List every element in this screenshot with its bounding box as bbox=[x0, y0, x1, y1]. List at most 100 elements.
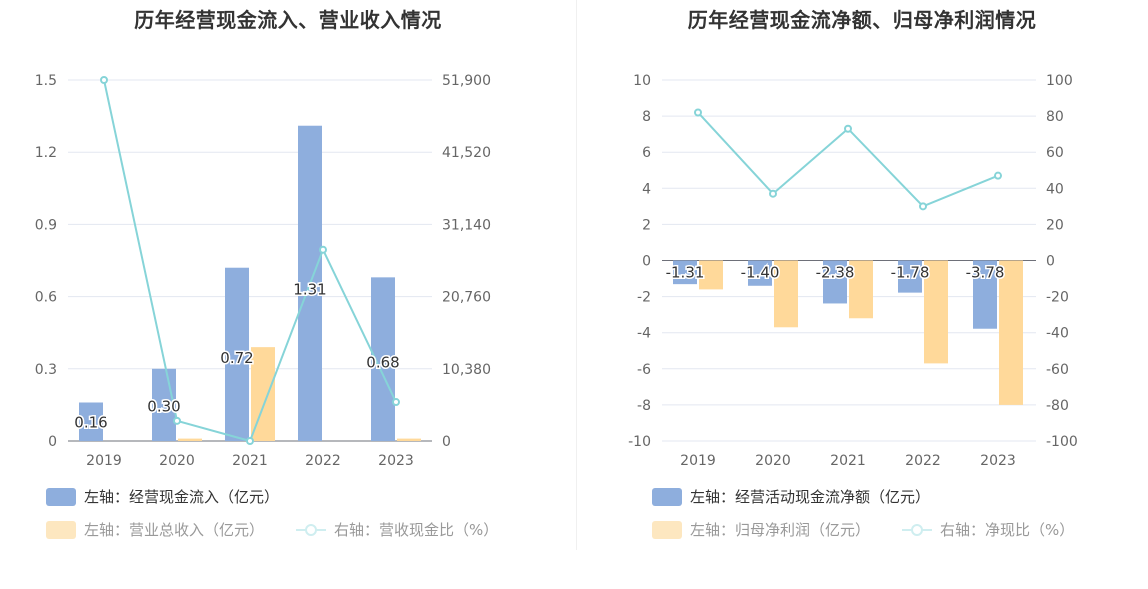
right-axis-tick-label: 0 bbox=[1046, 254, 1055, 270]
right-axis-tick-label: 10,380 bbox=[442, 362, 491, 378]
left-axis-tick-label: 6 bbox=[642, 145, 651, 161]
left-axis-tick-label: -6 bbox=[637, 362, 651, 378]
bar-secondary bbox=[178, 438, 202, 441]
bar-secondary bbox=[924, 260, 948, 364]
bar-data-label: -2.38 bbox=[816, 264, 855, 282]
bar-data-label: 0.30 bbox=[147, 397, 180, 415]
legend-label-net-cash-ratio: 右轴：净现比（%） bbox=[940, 521, 1075, 539]
x-axis-tick-label: 2022 bbox=[305, 453, 341, 469]
legend-label-net-profit: 左轴：归母净利润（亿元） bbox=[690, 521, 871, 539]
left-axis-tick-label: 1.5 bbox=[35, 73, 57, 89]
right-axis-tick-label: -100 bbox=[1046, 434, 1078, 450]
legend-item-revenue-cash-ratio[interactable]: 右轴：营收现金比（%） bbox=[296, 519, 498, 540]
right-axis-tick-label: -20 bbox=[1046, 290, 1069, 306]
x-axis-tick-label: 2020 bbox=[755, 453, 791, 469]
x-axis-tick-label: 2019 bbox=[680, 453, 716, 469]
bar-primary bbox=[152, 368, 176, 441]
left-axis-tick-label: -2 bbox=[637, 290, 651, 306]
bar-secondary bbox=[849, 260, 873, 319]
line-point bbox=[392, 398, 400, 407]
x-axis-tick-label: 2021 bbox=[232, 453, 268, 469]
legend-item-net-operating-cash[interactable]: 左轴：经营活动现金流净额（亿元） bbox=[652, 486, 930, 507]
right-axis-tick-label: 20,760 bbox=[442, 290, 491, 306]
left-axis-tick-label: 10 bbox=[633, 73, 651, 89]
chart-svg-left: 0 0 0.3 10,380 0.6 20,760 0.9 31,140 1.2 41,520 1.… bbox=[35, 73, 491, 469]
left-axis-tick-label: 1.2 bbox=[35, 145, 57, 161]
line-point bbox=[100, 76, 108, 84]
right-axis-tick-label: 20 bbox=[1046, 217, 1064, 233]
legend-label-cash-inflow: 左轴：经营现金流入（亿元） bbox=[84, 488, 280, 506]
x-axis-tick-label: 2020 bbox=[159, 453, 195, 469]
legend-swatch-cash-inflow bbox=[46, 487, 76, 506]
legend-swatch-total-revenue bbox=[46, 520, 76, 539]
legend-item-net-profit[interactable]: 左轴：归母净利润（亿元） bbox=[652, 519, 870, 540]
chart-panel-left: 历年经营现金流入、营业收入情况 0 0 0.3 10,380 0.6 20,760 0.9 3… bbox=[0, 0, 576, 560]
left-axis-tick-label: 0.9 bbox=[35, 217, 57, 233]
legend-label-revenue-cash-ratio: 右轴：营收现金比（%） bbox=[334, 521, 499, 539]
bar-primary bbox=[898, 260, 922, 293]
x-axis-tick-label: 2022 bbox=[905, 453, 941, 469]
bar-primary bbox=[973, 260, 997, 329]
right-axis-tick-label: 40 bbox=[1046, 181, 1064, 197]
x-axis-tick-label: 2019 bbox=[86, 453, 122, 469]
right-axis-tick-label: 31,140 bbox=[442, 217, 491, 233]
chart-title-left: 历年经营现金流入、营业收入情况 bbox=[134, 8, 442, 32]
legend-swatch-net-operating-cash bbox=[652, 487, 682, 506]
x-axis-tick-label: 2021 bbox=[830, 453, 866, 469]
line-point bbox=[769, 189, 777, 198]
left-axis-tick-label: -10 bbox=[628, 434, 651, 450]
right-axis-tick-label: 100 bbox=[1046, 73, 1073, 89]
bar-secondary bbox=[397, 438, 421, 441]
right-axis-tick-label: -80 bbox=[1046, 398, 1069, 414]
left-axis-tick-label: 4 bbox=[642, 181, 651, 197]
left-axis-tick-label: 0 bbox=[642, 254, 651, 270]
bar-primary bbox=[225, 267, 249, 441]
chart-title-right: 历年经营现金流净额、归母净利润情况 bbox=[687, 8, 1037, 32]
bar-primary bbox=[823, 260, 847, 304]
bar-data-label: -1.31 bbox=[666, 264, 705, 282]
bar-secondary bbox=[774, 260, 798, 328]
line-point bbox=[994, 171, 1002, 180]
x-axis-tick-label: 2023 bbox=[980, 453, 1016, 469]
chart-panel-right: 历年经营现金流净额、归母净利润情况 -10 -100 -8 -80 -6 -60 -4 -40… bbox=[576, 0, 1148, 560]
line-point bbox=[694, 108, 702, 117]
line-point bbox=[319, 245, 327, 254]
line-point bbox=[246, 437, 254, 445]
right-axis-tick-label: 51,900 bbox=[442, 73, 491, 89]
line-point bbox=[173, 416, 181, 425]
left-axis-tick-label: 0.6 bbox=[35, 290, 57, 306]
bar-primary bbox=[79, 402, 103, 441]
left-axis-tick-label: 8 bbox=[642, 109, 651, 125]
right-axis-tick-label: 80 bbox=[1046, 109, 1064, 125]
bar-data-label: -3.78 bbox=[966, 264, 1005, 282]
left-axis-tick-label: 0.3 bbox=[35, 362, 57, 378]
bar-primary bbox=[748, 260, 772, 286]
legend-line-icon-net-cash-ratio bbox=[902, 522, 932, 538]
legend-item-net-cash-ratio[interactable]: 右轴：净现比（%） bbox=[902, 519, 1074, 540]
right-axis-tick-label: 41,520 bbox=[442, 145, 491, 161]
legend-label-net-operating-cash: 左轴：经营活动现金流净额（亿元） bbox=[690, 488, 931, 506]
bar-secondary bbox=[999, 260, 1023, 405]
left-axis-tick-label: 2 bbox=[642, 217, 651, 233]
left-axis-tick-label: -8 bbox=[637, 398, 651, 414]
legend-item-cash-inflow[interactable]: 左轴：经营现金流入（亿元） bbox=[46, 486, 279, 507]
bar-secondary bbox=[699, 260, 723, 290]
left-axis-tick-label: -4 bbox=[637, 326, 651, 342]
left-axis-tick-label: 0 bbox=[48, 434, 57, 450]
legend-line-icon-revenue-cash-ratio bbox=[296, 522, 326, 538]
right-axis-tick-label: 60 bbox=[1046, 145, 1064, 161]
right-axis-tick-label: -40 bbox=[1046, 326, 1069, 342]
bar-data-label: 0.72 bbox=[220, 349, 253, 367]
line-series bbox=[103, 79, 397, 443]
legend-swatch-net-profit bbox=[652, 520, 682, 539]
chart-svg-right: -10 -100 -8 -80 -6 -60 -4 -40 -2 -20 0 0 2 20 4 40 6 60 8 8… bbox=[628, 73, 1078, 469]
bar-data-label: -1.40 bbox=[741, 264, 780, 282]
bar-data-label: 0.68 bbox=[366, 353, 399, 371]
x-axis-tick-label: 2023 bbox=[378, 453, 414, 469]
right-axis-tick-label: -60 bbox=[1046, 362, 1069, 378]
legend-item-total-revenue[interactable]: 左轴：营业总收入（亿元） bbox=[46, 519, 264, 540]
bar-data-label: 1.31 bbox=[293, 281, 326, 299]
legend-label-total-revenue: 左轴：营业总收入（亿元） bbox=[84, 521, 265, 539]
bar-primary bbox=[673, 260, 697, 285]
right-axis-tick-label: 0 bbox=[442, 434, 451, 450]
